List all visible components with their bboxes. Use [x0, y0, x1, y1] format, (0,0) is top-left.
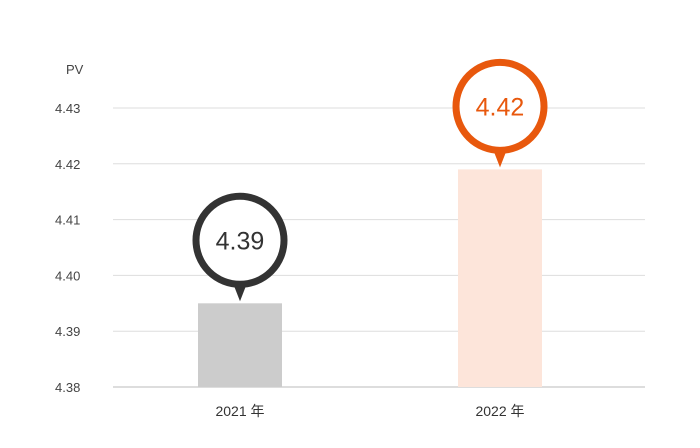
bubble-pointer	[493, 149, 507, 168]
bars	[198, 169, 542, 387]
y-tick-label: 4.38	[55, 380, 80, 395]
y-tick-label: 4.42	[55, 157, 80, 172]
bar	[198, 303, 282, 387]
data-label: 4.39	[216, 227, 265, 255]
y-tick-label: 4.40	[55, 268, 80, 283]
x-tick-label: 2022 年	[475, 403, 524, 419]
x-axis-labels: 2021 年 2022 年	[215, 403, 524, 419]
value-bubble	[452, 58, 548, 154]
y-tick-label: 4.41	[55, 213, 80, 228]
y-tick-label: 4.39	[55, 324, 80, 339]
value-bubble	[192, 192, 288, 288]
value-bubbles: 4.39 4.42	[192, 58, 548, 302]
y-axis-unit-label: PV	[66, 62, 84, 77]
data-label: 4.42	[476, 93, 525, 121]
x-tick-label: 2021 年	[215, 403, 264, 419]
bubble-pointer	[233, 283, 247, 302]
y-tick-label: 4.43	[55, 101, 80, 116]
y-axis-ticks: 4.43 4.42 4.41 4.40 4.39 4.38	[55, 101, 80, 395]
gridlines	[113, 107, 645, 388]
bar	[458, 169, 542, 387]
